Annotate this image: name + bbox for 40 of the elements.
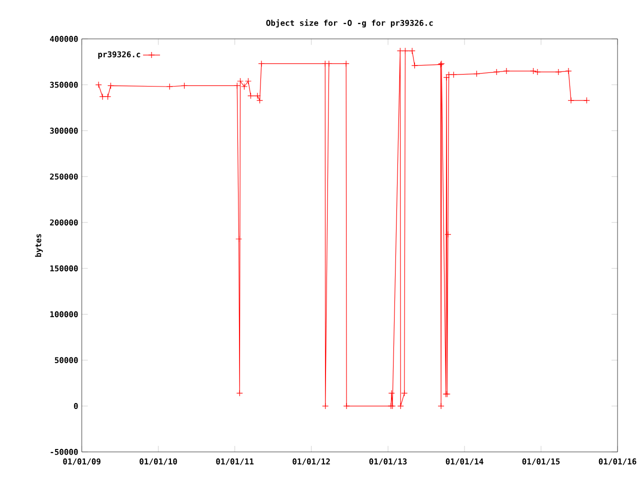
point (534, 68, 541, 76)
point (408, 48, 416, 54)
point (388, 390, 395, 397)
point (99, 93, 106, 100)
point (258, 60, 265, 68)
point (443, 74, 450, 81)
point (397, 402, 404, 410)
point (236, 390, 243, 397)
point (568, 97, 574, 104)
point (236, 78, 244, 84)
point (322, 60, 328, 68)
point (104, 93, 112, 100)
point (503, 68, 510, 74)
point (342, 60, 350, 68)
point (565, 68, 572, 74)
point (322, 402, 329, 410)
point (236, 236, 242, 242)
point (240, 83, 248, 90)
point (234, 82, 240, 90)
point (107, 82, 114, 90)
point (396, 48, 404, 54)
point (530, 68, 537, 74)
point (473, 70, 480, 78)
point (247, 92, 254, 100)
point (244, 78, 252, 84)
point (326, 60, 332, 68)
point (446, 71, 452, 78)
point (438, 402, 444, 410)
point (411, 62, 418, 69)
point (555, 68, 562, 76)
point (343, 402, 350, 410)
point (583, 97, 590, 104)
point (181, 82, 188, 90)
point (166, 83, 173, 90)
point (493, 68, 500, 76)
point (444, 231, 452, 238)
point (401, 390, 408, 397)
point (95, 82, 102, 88)
point (450, 71, 457, 78)
point (402, 48, 409, 54)
